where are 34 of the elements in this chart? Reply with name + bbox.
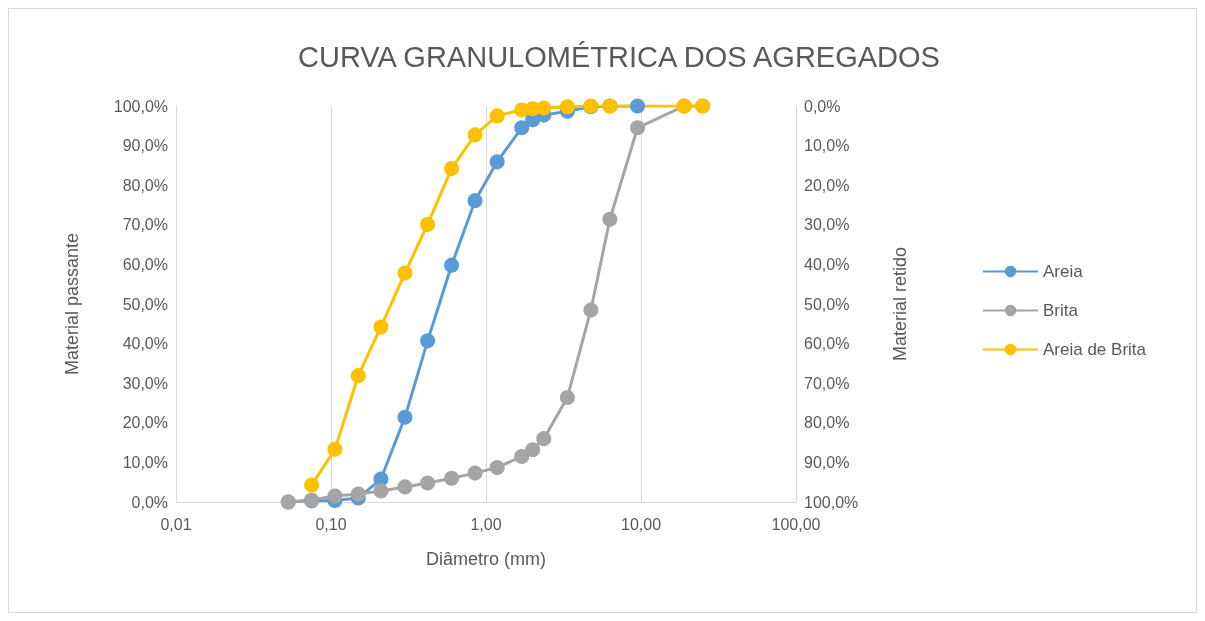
y2-tick-label: 100,0% xyxy=(804,493,859,511)
y-tick-label: 0,0% xyxy=(131,493,168,511)
y2-tick-label: 80,0% xyxy=(804,414,850,432)
y-tick-label: 20,0% xyxy=(122,414,168,432)
x-tick-label: 1,00 xyxy=(470,515,502,533)
y2-tick-label: 20,0% xyxy=(804,176,850,194)
y2-axis-title: Material retido xyxy=(890,246,910,362)
y-tick-label: 80,0% xyxy=(122,176,168,194)
y2-tick-label: 30,0% xyxy=(804,216,850,234)
y2-tick-label: 50,0% xyxy=(804,295,850,313)
y2-tick-label: 70,0% xyxy=(804,374,850,392)
y-tick-label: 30,0% xyxy=(122,374,168,392)
legend-label: Areia de Brita xyxy=(1043,340,1147,359)
y-tick-label: 10,0% xyxy=(122,453,168,471)
y-tick-label: 50,0% xyxy=(122,295,168,313)
x-tick-label: 0,01 xyxy=(160,515,192,533)
y-tick-label: 100,0% xyxy=(113,97,168,115)
x-tick-label: 100,00 xyxy=(771,515,821,533)
y2-tick-label: 90,0% xyxy=(804,453,850,471)
x-axis-title: Diâmetro (mm) xyxy=(426,549,546,569)
y-tick-label: 60,0% xyxy=(122,255,168,273)
y-tick-label: 70,0% xyxy=(122,216,168,234)
y2-tick-label: 60,0% xyxy=(804,335,850,353)
y2-tick-label: 10,0% xyxy=(804,137,850,155)
x-tick-label: 10,00 xyxy=(620,515,662,533)
x-tick-label: 0,10 xyxy=(315,515,347,533)
y-tick-label: 40,0% xyxy=(122,335,168,353)
y-tick-label: 90,0% xyxy=(122,137,168,155)
y2-tick-label: 0,0% xyxy=(804,97,841,115)
legend-label: Areia xyxy=(1043,262,1084,281)
chart-title: CURVA GRANULOMÉTRICA DOS AGREGADOS xyxy=(298,40,940,73)
legend-label: Brita xyxy=(1043,301,1079,320)
y2-tick-label: 40,0% xyxy=(804,255,850,273)
y-axis-title: Material passante xyxy=(62,232,82,376)
